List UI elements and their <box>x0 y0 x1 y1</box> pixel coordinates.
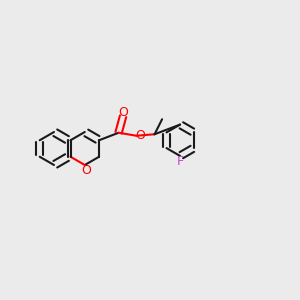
Text: F: F <box>176 155 184 168</box>
Text: O: O <box>81 164 91 177</box>
Text: O: O <box>118 106 128 119</box>
Text: O: O <box>135 129 145 142</box>
